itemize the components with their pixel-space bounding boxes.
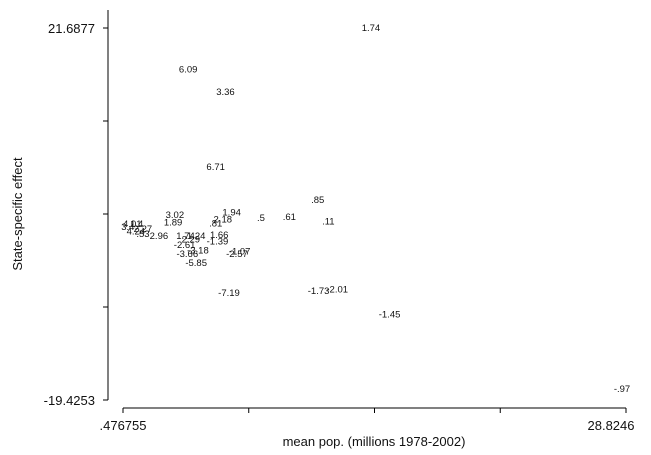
x-axis-ticks — [122, 408, 627, 413]
data-point-label: 1.74 — [362, 23, 381, 34]
x-axis-title: mean pop. (millions 1978-2002) — [283, 434, 466, 449]
data-point-label: .61 — [283, 212, 296, 223]
data-point-label: 6.09 — [179, 65, 198, 76]
y-tick-label-max: 21.6877 — [48, 21, 95, 36]
data-point-label: .11 — [322, 217, 335, 228]
data-point-label: 1.94 — [222, 207, 241, 218]
data-point-label: 6.71 — [206, 162, 225, 173]
x-tick-label-min: .476755 — [100, 418, 147, 433]
data-point-label: -1.45 — [379, 310, 401, 321]
data-point-label: 1.4 — [130, 219, 143, 230]
data-point-label: 1.89 — [164, 217, 183, 228]
data-point-labels: 1.74 6.09 3.36 6.71 .85 1.94 .5 .61 .11 3.02 2.18.… — [121, 23, 630, 395]
y-axis-title: State-specific effect — [10, 157, 25, 271]
data-point-label: 3.4 — [121, 222, 134, 233]
data-point-label: .85 — [311, 195, 324, 206]
data-point-label: -2.61 — [174, 240, 196, 251]
data-point-label: 1.24 — [187, 231, 206, 242]
data-point-label: -3.66 — [176, 249, 198, 260]
data-point-label: -1.07 — [229, 246, 251, 257]
data-point-label: -2.57 — [226, 249, 248, 260]
data-point-label: -3.18 — [187, 245, 209, 256]
data-point-label: 1.66 — [210, 230, 229, 241]
data-point-label: 4.24 — [127, 226, 146, 237]
data-point-label: .81 — [209, 218, 222, 229]
y-tick-label-min: -19.4253 — [44, 393, 95, 408]
data-point-label: -2.01 — [326, 284, 348, 295]
data-point-label: 1.74 — [176, 231, 195, 242]
data-point-label: 4.01 — [123, 219, 142, 230]
data-point-label: -1.39 — [207, 236, 229, 247]
data-point-label: 2.29 — [182, 235, 201, 246]
data-point-label: 3.36 — [216, 87, 235, 98]
data-point-label: .5 — [257, 213, 265, 224]
data-point-label: 2.96 — [150, 231, 169, 242]
data-point-label: 3.02 — [166, 210, 185, 221]
data-point-label: 2.18 — [214, 215, 233, 226]
data-point-label: -7.19 — [218, 288, 240, 299]
data-point-label: -.97 — [614, 384, 630, 395]
data-point-label: -5.85 — [185, 258, 207, 269]
data-point-label: -1.73 — [308, 286, 330, 297]
x-tick-label-max: 28.8246 — [588, 418, 635, 433]
y-axis-ticks — [103, 27, 108, 401]
data-point-label: 2.27 — [134, 224, 153, 235]
data-point-label: .53 — [136, 229, 149, 240]
